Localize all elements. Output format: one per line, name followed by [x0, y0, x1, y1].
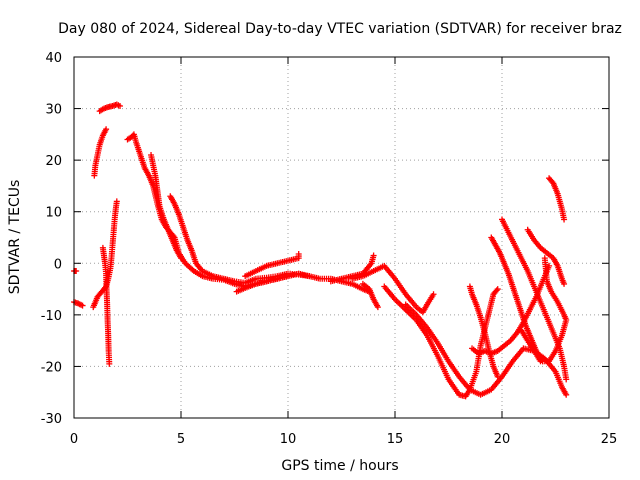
- series-arc-2: [71, 298, 86, 309]
- x-tick-labels: 0 5 10 15 20 25: [70, 432, 617, 447]
- gridlines: [74, 57, 609, 418]
- data-point: [117, 102, 124, 109]
- y-axis-label: SDTVAR / TECUs: [7, 180, 23, 295]
- data-point: [563, 376, 570, 383]
- x-tick-label: 10: [280, 432, 297, 447]
- axis-ticks: [73, 56, 610, 419]
- series-arc-13: [359, 280, 381, 311]
- series-arc-8: [148, 151, 184, 262]
- series-arc-23: [518, 255, 570, 365]
- data-point: [106, 360, 113, 367]
- series-arc-10: [242, 251, 302, 280]
- y-tick-label: 10: [45, 206, 62, 221]
- x-tick-label: 25: [601, 432, 618, 447]
- y-tick-label: -10: [41, 309, 62, 324]
- y-tick-label: 0: [54, 257, 62, 272]
- series-arc-5: [91, 126, 110, 179]
- data-point: [549, 179, 556, 186]
- plot-frame: [73, 56, 610, 419]
- y-tick-label: -30: [41, 412, 62, 427]
- data-point: [494, 286, 501, 293]
- data-point: [178, 255, 184, 262]
- y-tick-label: -20: [41, 360, 62, 375]
- series-arc-19: [499, 216, 570, 383]
- data-point: [285, 273, 291, 280]
- series-arc-20: [524, 226, 568, 287]
- series-arc-1: [71, 268, 80, 275]
- data-point: [430, 291, 437, 298]
- chart-title: Day 080 of 2024, Sidereal Day-to-day VTE…: [58, 21, 622, 37]
- data-point: [518, 327, 525, 334]
- data-point: [494, 373, 501, 380]
- data-points: [71, 101, 570, 400]
- data-point: [493, 287, 500, 294]
- data-point: [563, 391, 570, 398]
- series-arc-22: [469, 262, 553, 357]
- data-point: [79, 302, 86, 309]
- data-point: [561, 216, 568, 223]
- y-tick-label: 40: [45, 51, 62, 66]
- series-arc-6: [96, 101, 124, 115]
- series-arc-14: [349, 262, 437, 316]
- data-point: [113, 198, 120, 205]
- x-tick-label: 20: [494, 432, 511, 447]
- series-arc-11: [233, 273, 291, 295]
- x-tick-label: 5: [177, 432, 185, 447]
- series-arc-15: [381, 283, 501, 400]
- y-tick-labels: -30 -20 -10 0 10 20 30 40: [41, 51, 62, 427]
- x-tick-label: 15: [387, 432, 404, 447]
- series-arc-21: [546, 175, 568, 223]
- y-tick-label: 30: [45, 103, 62, 118]
- data-point: [103, 126, 110, 133]
- x-tick-label: 0: [70, 432, 78, 447]
- data-point: [374, 304, 381, 311]
- data-point: [469, 345, 476, 352]
- data-point: [306, 273, 313, 280]
- series-arc-4: [99, 244, 113, 367]
- series-arc-9: [167, 193, 313, 286]
- data-point: [370, 252, 377, 259]
- series-arc-17: [466, 283, 501, 380]
- x-axis-label: GPS time / hours: [281, 458, 398, 474]
- y-tick-label: 20: [45, 154, 62, 169]
- data-point: [295, 251, 302, 258]
- data-point: [561, 280, 568, 287]
- series-arc-16: [402, 301, 570, 398]
